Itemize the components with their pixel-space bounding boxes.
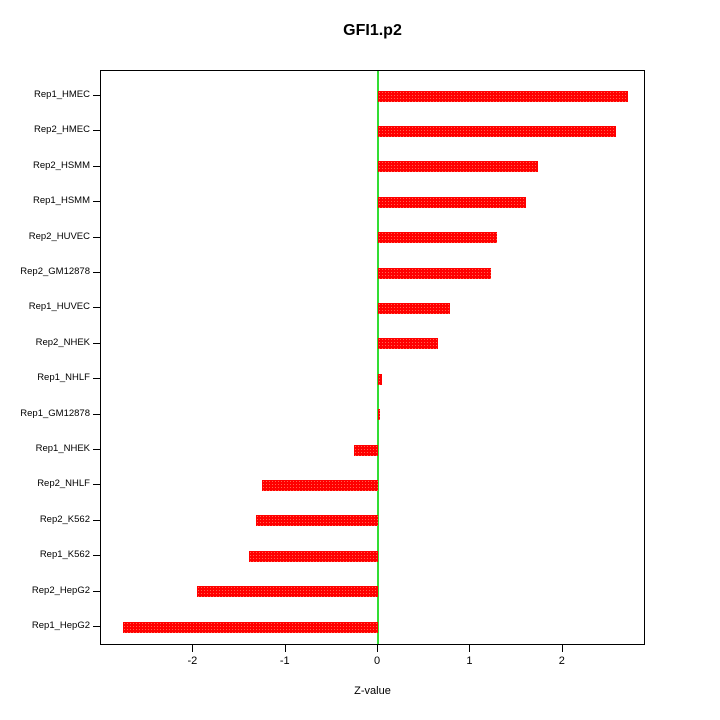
bar-Rep1_HepG2: [123, 621, 379, 633]
bar-Rep2_HMEC: [378, 125, 616, 137]
bar-Rep1_HUVEC: [378, 302, 451, 314]
bar-Rep1_HSMM: [378, 196, 526, 208]
bar-Rep1_HMEC: [378, 90, 628, 102]
y-tick-Rep2_NHLF: [93, 484, 100, 486]
y-tick-Rep2_HUVEC: [93, 236, 100, 238]
x-tick-label--1: -1: [279, 655, 290, 667]
y-label-Rep2_NHLF: Rep2_NHLF: [37, 478, 90, 490]
bar-Rep2_NHLF: [261, 479, 379, 491]
x-tick-2: [561, 645, 563, 652]
y-tick-Rep1_HUVEC: [93, 307, 100, 309]
y-tick-Rep1_GM12878: [93, 413, 100, 415]
y-label-Rep1_HSMM: Rep1_HSMM: [32, 195, 90, 207]
plot-area: [100, 70, 645, 645]
y-tick-Rep2_HSMM: [93, 165, 100, 167]
bar-Rep1_NHEK: [354, 444, 379, 456]
y-label-Rep2_GM12878: Rep2_GM12878: [20, 266, 90, 277]
y-tick-Rep1_NHLF: [93, 378, 100, 380]
x-tick--1: [284, 645, 286, 652]
x-tick-label--2: -2: [187, 655, 198, 667]
bar-Rep1_GM12878: [378, 409, 381, 421]
bar-Rep2_HSMM: [378, 161, 538, 173]
x-tick-label-1: 1: [466, 655, 473, 667]
y-label-Rep2_HSMM: Rep2_HSMM: [32, 159, 90, 171]
x-tick-label-0: 0: [374, 655, 381, 667]
y-tick-Rep2_HepG2: [93, 590, 100, 592]
zero-reference-line: [377, 71, 380, 644]
y-tick-Rep2_NHEK: [93, 342, 100, 344]
y-label-Rep2_HUVEC: Rep2_HUVEC: [28, 230, 90, 242]
y-tick-Rep2_HMEC: [93, 130, 100, 132]
x-tick-label-2: 2: [558, 655, 565, 667]
y-label-Rep1_HepG2: Rep1_HepG2: [31, 620, 90, 631]
y-label-Rep2_HepG2: Rep2_HepG2: [31, 584, 90, 596]
y-tick-Rep2_GM12878: [93, 272, 100, 273]
y-tick-Rep1_HepG2: [93, 626, 100, 627]
y-label-Rep1_NHLF: Rep1_NHLF: [37, 372, 90, 384]
chart-title: GFI1.p2: [343, 22, 402, 39]
bar-Rep2_HepG2: [197, 586, 379, 598]
y-tick-Rep1_HSMM: [93, 201, 100, 203]
y-label-Rep1_GM12878: Rep1_GM12878: [20, 407, 90, 419]
bar-Rep1_K562: [248, 550, 379, 562]
x-tick--2: [192, 645, 194, 652]
y-label-Rep1_HUVEC: Rep1_HUVEC: [28, 301, 90, 313]
y-label-Rep1_HMEC: Rep1_HMEC: [34, 89, 90, 100]
y-label-Rep1_K562: Rep1_K562: [39, 549, 90, 561]
y-label-Rep1_NHEK: Rep1_NHEK: [35, 443, 90, 454]
bar-Rep2_HUVEC: [378, 232, 498, 244]
y-label-Rep2_K562: Rep2_K562: [39, 513, 90, 525]
bar-Rep2_GM12878: [378, 267, 491, 279]
y-tick-Rep2_K562: [93, 519, 100, 521]
y-tick-Rep1_K562: [93, 555, 100, 557]
bar-Rep1_NHLF: [378, 373, 382, 385]
y-label-Rep2_NHEK: Rep2_NHEK: [35, 336, 90, 348]
x-axis-title: Z-value: [354, 685, 391, 697]
bar-Rep2_K562: [256, 515, 379, 527]
x-tick-0: [377, 645, 379, 652]
x-tick-1: [469, 645, 471, 652]
bar-Rep2_NHEK: [378, 338, 439, 350]
y-label-Rep2_HMEC: Rep2_HMEC: [34, 124, 90, 136]
y-tick-Rep1_NHEK: [93, 449, 100, 450]
y-tick-Rep1_HMEC: [93, 95, 100, 96]
